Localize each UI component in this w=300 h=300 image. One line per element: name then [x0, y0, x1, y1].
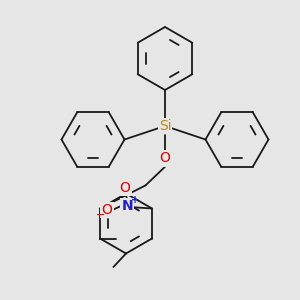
Text: +: +: [130, 195, 139, 205]
Text: −: −: [96, 210, 105, 220]
Text: Si: Si: [159, 119, 171, 133]
Text: O: O: [160, 152, 170, 165]
Text: O: O: [119, 181, 130, 194]
Text: N: N: [122, 199, 133, 213]
Text: O: O: [101, 203, 112, 217]
